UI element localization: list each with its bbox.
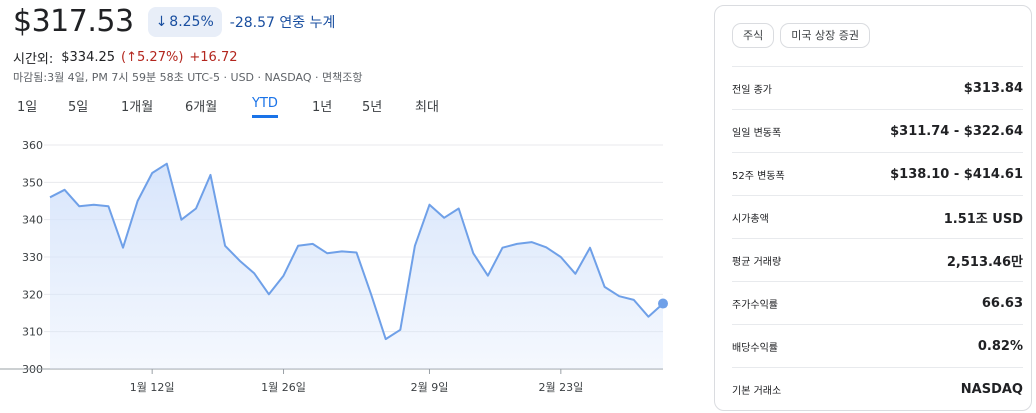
tab-3[interactable]: 6개월 xyxy=(185,100,218,115)
ytd-change-text: -28.57 연중 누계 xyxy=(229,14,336,31)
price-line xyxy=(49,162,664,341)
tag-pill-1[interactable]: 미국 상장 증권 xyxy=(780,23,870,48)
stat-row: 시가총액 1.51조 USD xyxy=(732,195,1023,238)
stat-value: $313.84 xyxy=(963,80,1023,96)
tab-0[interactable]: 1일 xyxy=(17,100,38,115)
stat-value: 1.51조 USD xyxy=(943,211,1023,227)
stat-row: 일일 변동폭 $311.74 - $322.64 xyxy=(732,109,1023,152)
y-tick-label: 330 xyxy=(22,251,43,264)
stat-label: 52주 변동폭 xyxy=(732,170,785,182)
price-row: $317.53 ↓ 8.25% -28.57 연중 누계 xyxy=(13,4,335,39)
after-hours-price: $334.25 xyxy=(61,50,116,65)
tab-7[interactable]: 최대 xyxy=(415,100,439,115)
y-tick-label: 310 xyxy=(22,326,43,339)
stat-value: 66.63 xyxy=(981,295,1023,311)
y-tick-label: 360 xyxy=(22,139,43,152)
arrow-down-icon: ↓ xyxy=(155,13,168,30)
stat-label: 전일 종가 xyxy=(732,84,772,96)
stat-label: 기본 거래소 xyxy=(732,385,782,397)
after-hours-row: 시간외: $334.25 (↑5.27%) +16.72 xyxy=(13,48,238,67)
tag-pill-0[interactable]: 주식 xyxy=(732,23,775,48)
current-price-dot xyxy=(658,298,668,309)
y-tick-label: 320 xyxy=(22,288,43,301)
tab-5[interactable]: 1년 xyxy=(312,100,333,115)
after-hours-label: 시간외: xyxy=(13,52,54,67)
quote-section: $317.53 ↓ 8.25% -28.57 연중 누계 시간외: $334.2… xyxy=(0,4,668,394)
stat-value: NASDAQ xyxy=(960,381,1023,397)
arrow-up-icon: ↑ xyxy=(126,50,138,65)
stat-value: 2,513.46만 xyxy=(946,254,1023,270)
stat-label: 주가수익률 xyxy=(732,299,778,311)
price-area xyxy=(50,163,663,369)
stat-value: $138.10 - $414.61 xyxy=(890,166,1023,182)
stat-row: 기본 거래소 NASDAQ xyxy=(732,367,1023,410)
after-hours-percent-value: 5.27%) xyxy=(137,50,184,65)
y-tick-label: 340 xyxy=(22,214,43,227)
stat-label: 배당수익률 xyxy=(732,342,778,354)
stat-row: 전일 종가 $313.84 xyxy=(732,66,1023,109)
stat-label: 시가총액 xyxy=(732,213,769,225)
ytd-change-badge: ↓ 8.25% xyxy=(147,6,222,37)
after-hours-change: +16.72 xyxy=(189,50,238,65)
stat-row: 주가수익률 66.63 xyxy=(732,281,1023,324)
stat-row: 평균 거래량 2,513.46만 xyxy=(732,238,1023,281)
stat-row: 52주 변동폭 $138.10 - $414.61 xyxy=(732,152,1023,195)
x-tick-label: 1월 12일 xyxy=(130,380,175,394)
x-tick-label: 2월 9일 xyxy=(411,380,449,394)
stat-label: 평균 거래량 xyxy=(732,256,782,268)
stat-value: 0.82% xyxy=(977,338,1023,354)
stat-value: $311.74 - $322.64 xyxy=(890,123,1023,139)
stats-panel: 주식 미국 상장 증권 전일 종가 $313.84 일일 변동폭 $311.74 - $… xyxy=(714,5,1032,411)
x-tick-label: 1월 26일 xyxy=(261,380,306,394)
y-tick-label: 350 xyxy=(22,176,43,189)
tab-1[interactable]: 5일 xyxy=(68,100,89,115)
current-price: $317.53 xyxy=(13,4,134,39)
tab-2[interactable]: 1개월 xyxy=(121,100,154,115)
tab-6[interactable]: 5년 xyxy=(362,100,383,115)
stat-row: 배당수익률 0.82% xyxy=(732,324,1023,367)
after-hours-percent: (↑5.27%) xyxy=(121,50,183,65)
stats-list: 전일 종가 $313.84 일일 변동폭 $311.74 - $322.64 52주 변… xyxy=(732,66,1023,410)
close-info: 마감됨:3월 4일, PM 7시 59분 58초 UTC-5 · USD · N… xyxy=(13,71,363,84)
x-tick-label: 2월 23일 xyxy=(538,380,583,394)
tab-4[interactable]: YTD xyxy=(252,96,278,118)
ytd-change-percent: 8.25% xyxy=(169,13,214,30)
stat-label: 일일 변동폭 xyxy=(732,127,782,139)
after-hours-open-paren: ( xyxy=(121,50,127,65)
tag-pills: 주식 미국 상장 증권 xyxy=(732,23,876,48)
